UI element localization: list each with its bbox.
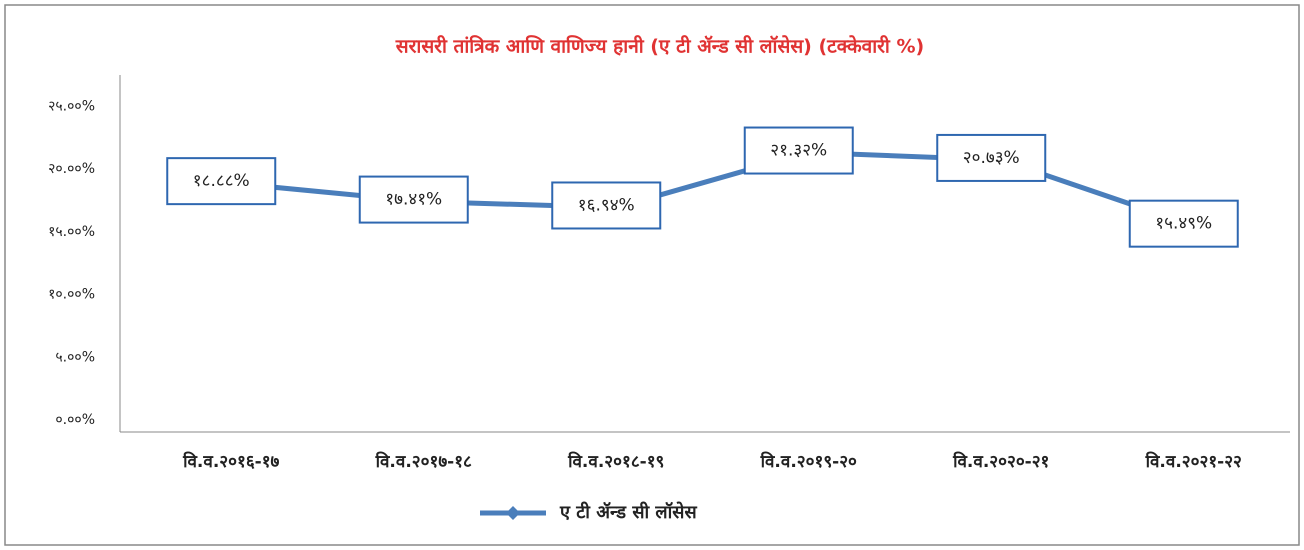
data-label-box: [166, 157, 277, 206]
y-tick-label: ०.००%: [55, 412, 95, 428]
data-label-box: [936, 133, 1047, 182]
x-tick-label: वि.व.२०१७-१८: [375, 451, 472, 472]
x-tick-label: वि.व.२०१८-१९: [567, 451, 664, 472]
data-label: १६.९४%: [578, 195, 635, 215]
x-tick-label: वि.व.२०१९-२०: [760, 451, 857, 472]
data-label-box: [1128, 199, 1239, 248]
data-label: २०.७३%: [963, 148, 1020, 168]
x-tick-label: वि.व.२०२१-२२: [1145, 451, 1242, 472]
legend-label: ए टी ॲन्ड सी लॉसेस: [559, 501, 697, 523]
data-label-box: [743, 126, 854, 175]
y-tick-label: १०.००%: [48, 287, 95, 303]
data-label: १७.४१%: [385, 190, 442, 210]
legend-marker: [506, 506, 520, 520]
data-label: १८.८८%: [193, 171, 250, 191]
data-label: १५.४९%: [1155, 214, 1212, 234]
data-label-box: [551, 181, 662, 230]
y-tick-label: १५.००%: [48, 224, 95, 240]
y-tick-label: २५.००%: [48, 98, 95, 114]
x-tick-label: वि.व.२०२०-२१: [952, 451, 1049, 472]
y-tick-label: ५.००%: [55, 349, 95, 365]
chart-title: सरासरी तांत्रिक आणि वाणिज्य हानी (ए टी ॲ…: [395, 35, 924, 58]
data-label: २१.३२%: [770, 141, 827, 161]
chart-frame: [4, 4, 1300, 546]
x-tick-label: वि.व.२०१६-१७: [182, 451, 279, 472]
y-tick-label: २०.००%: [48, 161, 95, 177]
data-label-box: [358, 175, 469, 224]
